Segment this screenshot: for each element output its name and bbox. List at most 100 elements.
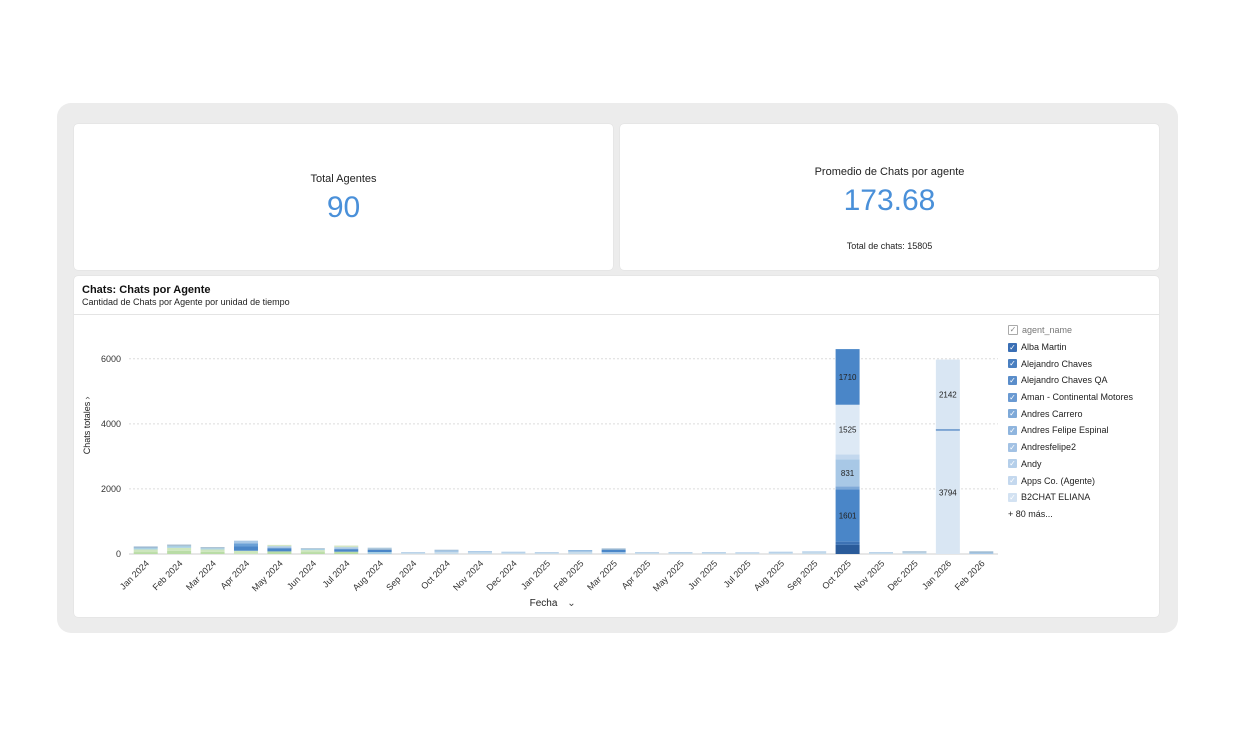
bar-segment xyxy=(334,545,359,548)
x-tick-label: Jan 2026 xyxy=(920,558,953,591)
bar-segment xyxy=(167,544,192,546)
kpi-card-total-agents: Total Agentes 90 xyxy=(74,124,613,270)
bar-segment xyxy=(802,552,827,554)
bar-segment xyxy=(568,550,593,551)
checkbox-icon[interactable]: ✓ xyxy=(1008,375,1017,385)
bar-segment xyxy=(300,548,325,551)
checkbox-icon[interactable]: ✓ xyxy=(1008,442,1017,452)
x-tick-label: Dec 2024 xyxy=(484,558,518,592)
checkbox-icon[interactable]: ✓ xyxy=(1008,492,1017,502)
bar-segment xyxy=(835,349,860,405)
bar-segment xyxy=(969,552,994,554)
bar-segment xyxy=(133,547,158,550)
legend-item[interactable]: ✓ Andy xyxy=(1008,456,1158,473)
legend-item-label: Andresfelipe2 xyxy=(1021,442,1077,453)
bar-segment xyxy=(735,553,760,554)
checkbox-icon[interactable]: ✓ xyxy=(1008,425,1017,435)
legend-item-label: Alejandro Chaves xyxy=(1021,358,1093,369)
legend-item[interactable]: ✓ Andres Felipe Espinal xyxy=(1008,422,1158,439)
bar-segment xyxy=(568,550,593,553)
chart-divider xyxy=(74,314,1159,315)
bar-segment xyxy=(869,552,894,554)
legend-item[interactable]: ✓ Alejandro Chaves QA xyxy=(1008,372,1158,389)
checkbox-icon[interactable]: ✓ xyxy=(1008,476,1017,486)
x-tick-label: Oct 2024 xyxy=(419,558,452,591)
bar-segment xyxy=(701,552,726,553)
bar-segment xyxy=(334,547,359,550)
chart-title: Chats: Chats por Agente xyxy=(82,284,211,296)
bar-segment xyxy=(334,551,359,554)
bar-segment xyxy=(367,549,392,553)
legend-item[interactable]: ✓ Alba Martin xyxy=(1008,339,1158,356)
legend-more-link[interactable]: + 80 más... xyxy=(1008,508,1053,519)
bar-segment xyxy=(768,552,793,554)
bar-segment xyxy=(367,548,392,550)
checkbox-icon[interactable]: ✓ xyxy=(1008,409,1017,419)
bar-segment xyxy=(233,546,258,551)
y-tick-label: 2000 xyxy=(101,484,121,494)
x-tick-label: Jan 2024 xyxy=(118,558,151,591)
x-tick-label: Jan 2025 xyxy=(519,558,552,591)
bar-segment xyxy=(835,454,860,460)
bar-segment xyxy=(969,551,994,553)
legend-item-label: Alba Martin xyxy=(1021,342,1067,353)
bar-segment xyxy=(501,552,526,554)
bar-segment xyxy=(768,551,793,553)
bar-segment xyxy=(601,552,626,554)
checkbox-icon[interactable]: ✓ xyxy=(1008,325,1018,336)
legend-item[interactable]: ✓ Aman - Continental Motores xyxy=(1008,389,1158,406)
bar-segment xyxy=(434,550,459,553)
checkbox-icon[interactable]: ✓ xyxy=(1008,459,1017,469)
x-tick-label: Jul 2024 xyxy=(321,558,352,589)
x-axis-title: Fecha xyxy=(530,598,558,609)
bar-segment xyxy=(233,540,258,544)
bar-segment xyxy=(467,551,492,553)
legend-item[interactable]: ✓ Andresfelipe2 xyxy=(1008,439,1158,456)
bar-segment xyxy=(267,544,292,547)
legend-title-toggle[interactable]: ✓ agent_name xyxy=(1008,322,1158,339)
bar-segment xyxy=(635,552,660,554)
bar-segment xyxy=(267,551,292,554)
chart-legend: ✓ agent_name ✓ Alba Martin ✓ Alejandro Chav… xyxy=(1008,322,1158,522)
bar-segment xyxy=(668,552,693,554)
kpi-value: 90 xyxy=(326,191,361,224)
x-tick-label: Mar 2024 xyxy=(184,558,218,592)
x-tick-label: May 2025 xyxy=(651,558,686,593)
x-tick-label: Aug 2025 xyxy=(752,558,786,592)
x-tick-label: Feb 2024 xyxy=(151,558,185,592)
checkbox-icon[interactable]: ✓ xyxy=(1008,359,1017,369)
dashboard-frame: Total Agentes 90 Promedio de Chats por a… xyxy=(57,103,1178,633)
x-tick-label: Feb 2025 xyxy=(552,558,586,592)
bar-segment xyxy=(401,552,426,553)
kpi-subtitle: Total de chats: 15805 xyxy=(846,241,933,251)
legend-item-label: Andy xyxy=(1021,458,1042,469)
legend-item-label: Aman - Continental Motores xyxy=(1021,392,1134,403)
legend-item[interactable]: ✓ Apps Co. (Agente) xyxy=(1008,472,1158,489)
bar-segment xyxy=(133,546,158,548)
kpi-title: Total Agentes xyxy=(310,173,377,185)
checkbox-icon[interactable]: ✓ xyxy=(1008,392,1017,402)
bar-segment xyxy=(869,552,894,553)
legend-item-label: Andres Felipe Espinal xyxy=(1021,425,1109,436)
bar-segment xyxy=(300,548,325,549)
legend-title: agent_name xyxy=(1022,325,1073,336)
x-tick-label: Mar 2025 xyxy=(585,558,619,592)
bar-segment xyxy=(835,489,860,542)
bar-segment xyxy=(300,550,325,553)
bar-segment xyxy=(902,551,927,553)
legend-item[interactable]: ✓ Alejandro Chaves xyxy=(1008,355,1158,372)
legend-item[interactable]: ✓ B2CHAT ELIANA xyxy=(1008,489,1158,506)
kpi-card-avg-chats: Promedio de Chats por agente 173.68 Tota… xyxy=(620,124,1159,270)
bar-segment xyxy=(501,551,526,553)
chart-card: Chats: Chats por Agente Cantidad de Chat… xyxy=(74,276,1159,617)
bar-segment xyxy=(300,552,325,554)
checkbox-icon[interactable]: ✓ xyxy=(1008,342,1017,352)
bar-segment xyxy=(467,552,492,554)
bar-segment xyxy=(534,552,559,554)
bar-segment xyxy=(735,552,760,554)
bar-segment xyxy=(601,548,626,550)
bar-segment xyxy=(267,548,292,552)
legend-item[interactable]: ✓ Andres Carrero xyxy=(1008,405,1158,422)
bar-segment xyxy=(835,541,860,545)
